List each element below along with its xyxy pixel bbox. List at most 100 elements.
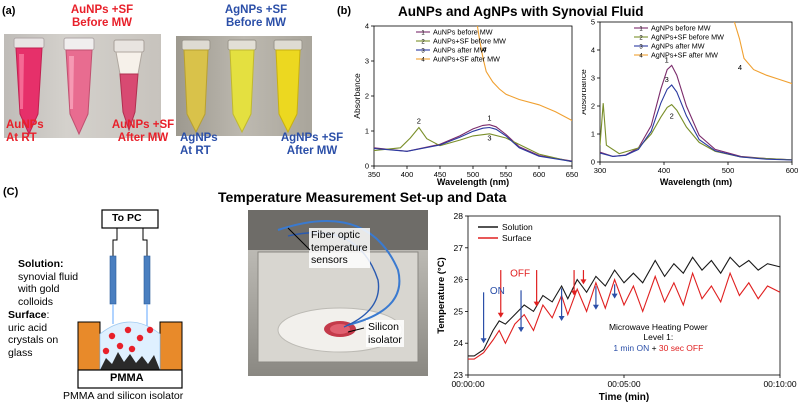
- x-axis-label: Wavelength (nm): [437, 177, 509, 187]
- legend-marker: 3: [421, 49, 425, 55]
- x-axis-label: Wavelength (nm): [660, 177, 732, 187]
- power-title-line-2: Level 1:: [643, 332, 673, 342]
- series-line-2: [600, 103, 792, 161]
- series-line-1: [600, 64, 792, 161]
- series-marker-4: 4: [482, 45, 486, 54]
- y-tick-label: 25: [454, 306, 464, 316]
- series-marker-2: 2: [670, 112, 674, 121]
- series-line-3: [374, 126, 572, 162]
- series-marker-1: 1: [487, 114, 491, 123]
- on-arrow-head: [558, 315, 565, 321]
- x-axis-label: Time (min): [599, 392, 649, 403]
- legend-marker: 4: [639, 54, 643, 60]
- legend-entry: AgNPs+SF after MW: [651, 51, 718, 60]
- series-group: [374, 26, 572, 163]
- au-sf-before-label: AuNPs +SF Before MW: [70, 4, 134, 29]
- y-tick-label: 24: [454, 338, 464, 348]
- silicon-isolator-label: Silicon isolator: [366, 320, 404, 347]
- series-line-4: [476, 26, 572, 121]
- ag-tubes-svg: [181, 39, 303, 134]
- legend-marker: 2: [639, 36, 643, 42]
- tube-ag-rt: [181, 39, 211, 134]
- y-tick-label: 27: [454, 243, 464, 253]
- x-tick-label: 500: [467, 170, 480, 179]
- legend-entry: AuNPs+SF before MW: [433, 37, 506, 46]
- panel-b-label: (b): [337, 5, 352, 17]
- to-pc-label: To PC: [112, 212, 142, 224]
- series-line-surface: [468, 271, 781, 360]
- y-tick-label: 0: [591, 158, 595, 167]
- au-spectra-chart: 350 400 450 500 550 600 650 0 1 2 3 4 Wavelength (nm…: [352, 22, 578, 188]
- label-pointers: [287, 227, 365, 333]
- y-tick-label: 3: [591, 74, 595, 83]
- setup-caption: PMMA and silicon isolator: [63, 390, 184, 402]
- series-line-solution: [468, 256, 781, 357]
- legend-entry: Surface: [502, 233, 532, 243]
- off-arrow-head: [571, 290, 578, 296]
- au-rt-label: AuNPs At RT: [6, 119, 44, 144]
- y-tick-label: 5: [591, 18, 595, 27]
- x-tick-label: 350: [368, 170, 381, 179]
- x-tick-label: 00:10:00: [763, 379, 796, 389]
- y-axis-label: Absorbance: [352, 73, 362, 119]
- series-marker-1: 1: [665, 55, 669, 64]
- legend-marker: 3: [639, 45, 643, 51]
- series-line-3: [600, 84, 792, 161]
- series-group: [600, 22, 792, 161]
- tube-au-sf-after: [113, 39, 145, 132]
- on-arrow-head: [611, 293, 618, 299]
- x-tick-label: 450: [434, 170, 447, 179]
- y-axis-label: Absorbance: [582, 69, 588, 115]
- tube-au-sf-before: [63, 37, 95, 136]
- y-tick-label: 1: [365, 127, 369, 136]
- series-marker-2: 2: [417, 117, 421, 126]
- tube-ag-sf-after: [273, 39, 303, 134]
- series-line-1: [374, 124, 572, 162]
- legend-marker: 1: [421, 31, 425, 37]
- series-marker-3: 3: [665, 75, 669, 84]
- series-line-4: [733, 22, 792, 85]
- panel-a-label: (a): [2, 5, 16, 17]
- x-tick-label: 500: [722, 166, 735, 175]
- y-tick-label: 2: [365, 92, 369, 101]
- legend-entry: AgNPs+SF before MW: [651, 33, 724, 42]
- legend-entry: AuNPs before MW: [433, 28, 493, 37]
- ag-spectra-chart: 300 400 500 600 0 1 2 3 4 5 Wavelength (nm) Absorba…: [582, 18, 798, 188]
- y-tick-label: 1: [591, 130, 595, 139]
- legend-entry: AuNPs after MW: [433, 46, 487, 55]
- legend-entry: AuNPs+SF after MW: [433, 55, 500, 64]
- on-arrow-head: [518, 327, 525, 333]
- x-tick-label: 600: [533, 170, 546, 179]
- y-tick-label: 23: [454, 370, 464, 380]
- legend-marker: 1: [639, 27, 643, 33]
- legend-marker: 2: [421, 40, 425, 46]
- on-arrow-head: [592, 304, 599, 310]
- y-tick-label: 0: [365, 162, 369, 171]
- y-axis-label: Temperature (°C): [436, 257, 447, 333]
- y-tick-label: 4: [365, 22, 369, 31]
- x-tick-label: 400: [658, 166, 671, 175]
- panel-b-title: AuNPs and AgNPs with Synovial Fluid: [398, 4, 644, 19]
- tube-au-rt: [13, 37, 45, 136]
- surface-description: Surface: uric acid crystals on glass: [8, 309, 59, 359]
- x-tick-label: 600: [786, 166, 798, 175]
- power-schedule: 1 min ON + 30 sec OFF: [613, 343, 703, 353]
- y-tick-label: 2: [591, 102, 595, 111]
- off-annotation: OFF: [510, 268, 530, 279]
- off-arrow-head: [497, 312, 504, 318]
- ag-sf-after-label: AgNPs +SF After MW: [280, 132, 344, 157]
- ag-rt-label: AgNPs At RT: [180, 132, 218, 157]
- on-arrow-head: [480, 338, 487, 344]
- x-tick-label: 00:00:00: [451, 379, 484, 389]
- series-marker-3: 3: [487, 134, 491, 143]
- plot-frame: [599, 21, 793, 163]
- temperature-chart: 23 24 25 26 27 28 00:00:00 00:05:00 00:10:00 Time…: [436, 211, 797, 403]
- x-tick-label: 650: [566, 170, 578, 179]
- power-title-line-1: Microwave Heating Power: [609, 322, 708, 332]
- x-tick-label: 300: [594, 166, 607, 175]
- fiber-optic-label: Fiber optic temperature sensors: [309, 228, 370, 268]
- on-annotation: ON: [490, 286, 505, 297]
- y-tick-label: 3: [365, 57, 369, 66]
- setup-schematic: [77, 209, 183, 389]
